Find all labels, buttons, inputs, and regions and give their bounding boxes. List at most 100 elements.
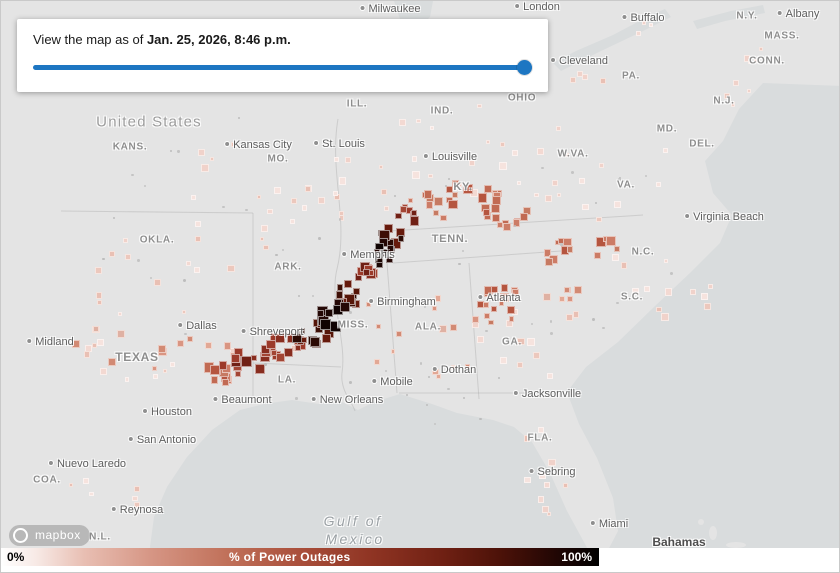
county-square [330,321,342,333]
county-square [512,219,521,227]
county-square [338,210,345,217]
county-square [508,316,515,322]
county-square [758,47,763,52]
county-square [491,285,499,293]
county-square [662,147,669,154]
county-square [733,80,740,86]
slider-thumb[interactable] [517,60,532,75]
county-square [498,162,507,170]
county-square [235,370,241,377]
county-square [423,190,433,199]
town-dot [644,175,647,178]
town-dot [424,305,427,308]
county-square [170,362,175,367]
town-dot [384,369,387,372]
county-square [516,361,523,368]
town-dot [427,375,430,378]
county-square [267,208,273,215]
county-square [527,338,535,346]
county-square [491,195,502,205]
county-square [374,358,381,365]
county-square [519,213,528,222]
county-square [340,302,350,312]
county-square [194,236,201,243]
town-dot [295,397,298,400]
county-square [747,59,753,64]
town-dot [393,194,397,198]
county-square [379,165,384,170]
county-square [620,262,628,269]
county-square [109,250,116,257]
time-slider-card: View the map as of Jan. 25, 2026, 8:46 p… [17,19,548,92]
county-square [411,156,417,162]
county-square [570,77,576,83]
county-square [270,349,278,356]
county-square [283,347,294,358]
county-square [257,194,262,199]
county-square [261,345,270,354]
county-square [134,501,141,508]
county-square [548,458,556,467]
town-dot [513,224,517,228]
town-dot [169,149,172,152]
county-square [496,221,503,228]
county-square [230,141,236,147]
town-dot [177,150,180,153]
county-square [386,256,393,263]
county-square [132,495,138,501]
lake-ontario [693,5,765,29]
county-square [483,312,490,319]
county-square [543,292,552,301]
county-square [381,188,388,195]
county-square [412,171,420,179]
county-square [304,186,311,193]
county-square [84,351,91,358]
county-square [468,159,475,166]
county-square [186,335,193,342]
county-square [543,249,552,257]
town-dot [550,332,553,335]
county-square [516,180,522,186]
county-square [499,356,508,365]
county-square [93,325,100,332]
county-square [491,214,500,223]
county-square [477,103,482,109]
mapbox-logo[interactable]: mapbox [9,525,90,546]
county-square [538,472,546,479]
county-square [557,192,562,197]
county-square [124,253,131,260]
county-square [476,336,484,344]
county-square [567,246,574,253]
county-square [435,374,441,379]
county-square [434,294,442,302]
town-dot [447,387,450,391]
county-square [198,149,206,157]
county-square [723,93,730,100]
county-square [572,311,580,318]
county-square [266,339,276,350]
county-square [512,289,519,296]
bahamas-islands [698,519,746,548]
county-square [395,212,402,220]
county-square [321,333,332,344]
county-square [446,186,453,193]
county-square [543,481,551,489]
town-dot [444,184,447,187]
county-square [713,98,718,104]
time-slider[interactable] [33,60,532,75]
county-square [294,345,302,352]
slider-label: View the map as of Jan. 25, 2026, 8:46 p… [33,32,532,47]
town-dot [419,362,423,365]
lake-erie [553,9,671,71]
town-dot [591,318,595,322]
county-square [562,483,568,489]
slider-track[interactable] [33,65,532,70]
county-square [291,332,303,344]
town-dot [298,294,301,297]
county-square [390,349,396,354]
county-square [614,201,622,209]
county-square [223,342,232,350]
county-square [506,305,515,314]
